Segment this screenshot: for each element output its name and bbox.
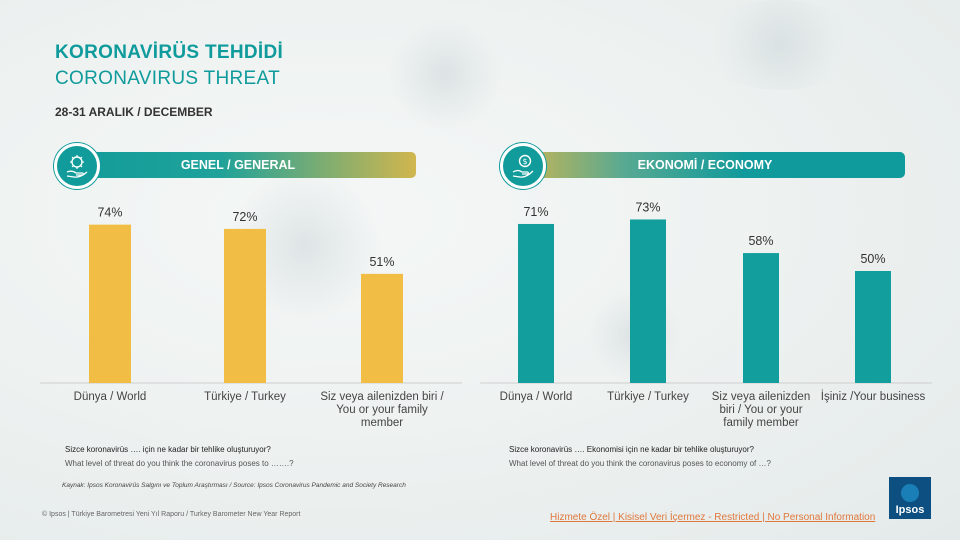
- classification-link[interactable]: Hizmete Özel | Kisisel Veri İçermez - Re…: [550, 512, 876, 523]
- background-virus-decoration: [390, 20, 500, 130]
- category-label: Siz veya ailenizden biri /: [320, 391, 444, 403]
- data-label: 51%: [369, 255, 394, 269]
- category-label: İşiniz /Your business: [821, 390, 926, 403]
- bar: [855, 271, 891, 383]
- data-label: 50%: [860, 252, 885, 266]
- source-note: Kaynak: Ipsos Koronavirüs Salgını ve Top…: [62, 482, 406, 489]
- svg-text:$: $: [522, 157, 527, 166]
- category-label: Dünya / World: [500, 391, 573, 403]
- category-label: family member: [723, 417, 799, 429]
- banner-general-label: GENEL / GENERAL: [180, 158, 296, 172]
- question-general-tr: Sizce koronavirüs …. için ne kadar bir t…: [65, 445, 271, 454]
- bar: [224, 228, 266, 383]
- data-label: 73%: [635, 200, 660, 214]
- ipsos-logo-text: Ipsos: [895, 504, 925, 516]
- page-title-en: CORONAVIRUS THREAT: [55, 68, 280, 89]
- category-label: Türkiye / Turkey: [607, 391, 689, 403]
- data-label: 74%: [97, 206, 122, 220]
- banner-economy-label: EKONOMİ / ECONOMY: [637, 158, 773, 172]
- money-hand-icon: $: [500, 143, 546, 189]
- category-label: biri / You or your: [719, 404, 802, 416]
- banner-general: GENEL / GENERAL: [60, 152, 416, 178]
- question-general: Sizce koronavirüs …. için ne kadar bir t…: [65, 445, 294, 468]
- category-label: Dünya / World: [74, 391, 147, 403]
- bar: [89, 224, 131, 383]
- footer-copyright: © Ipsos | Türkiye Barometresi Yeni Yıl R…: [42, 511, 301, 518]
- page-title-tr: KORONAVİRÜS TEHDİDİ: [55, 42, 284, 63]
- background-virus-decoration: [700, 0, 860, 90]
- ipsos-logo-mark: [901, 484, 919, 502]
- bar: [361, 273, 403, 383]
- banner-economy: EKONOMİ / ECONOMY: [505, 152, 905, 178]
- date-range: 28-31 ARALIK / DECEMBER: [55, 105, 213, 119]
- data-label: 72%: [232, 210, 257, 224]
- data-label: 58%: [748, 234, 773, 248]
- virus-hand-icon: [54, 143, 100, 189]
- question-economy: Sizce koronavirüs …. Ekonomisi için ne k…: [509, 445, 771, 468]
- category-label: You or your family: [336, 404, 428, 416]
- category-label: member: [361, 417, 403, 429]
- question-economy-en: What level of threat do you think the co…: [509, 459, 771, 468]
- bar: [630, 219, 666, 383]
- bar: [743, 253, 779, 383]
- question-general-en: What level of threat do you think the co…: [65, 459, 294, 468]
- category-label: Türkiye / Turkey: [204, 391, 286, 403]
- data-label: 71%: [523, 205, 548, 219]
- bar: [518, 223, 554, 383]
- question-economy-tr: Sizce koronavirüs …. Ekonomisi için ne k…: [509, 445, 754, 454]
- category-label: Siz veya ailenizden: [712, 391, 810, 403]
- ipsos-logo: Ipsos: [889, 477, 931, 519]
